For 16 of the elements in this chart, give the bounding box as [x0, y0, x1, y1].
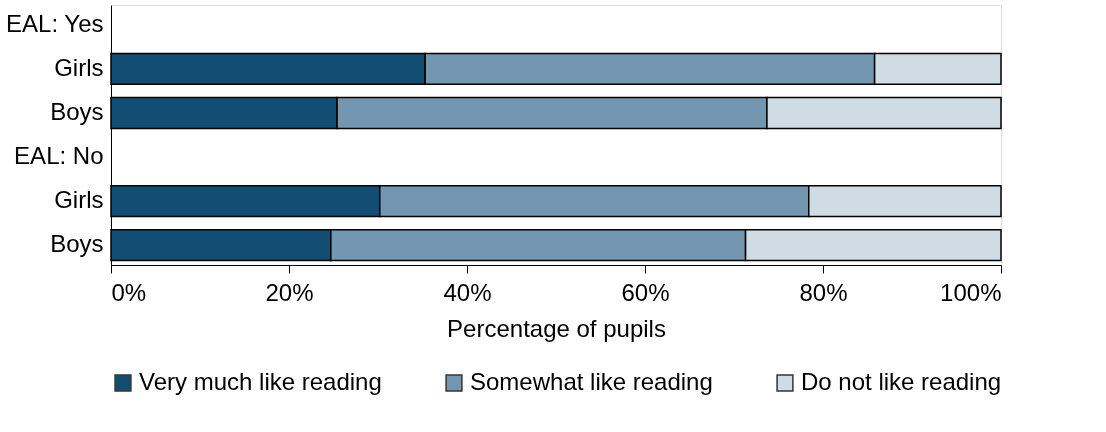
y-tick-label: EAL: Yes [6, 9, 104, 37]
y-tick-label: EAL: No [14, 142, 104, 170]
x-tick-label: 20% [265, 278, 314, 306]
y-tick-label: Girls [54, 186, 104, 214]
legend-label: Very much like reading [139, 368, 382, 395]
x-tick-label: 80% [799, 278, 848, 306]
x-tick-label: 0% [111, 278, 147, 306]
y-tick-label: Girls [54, 53, 104, 81]
x-tick-label: 100% [940, 278, 1002, 306]
x-axis-title: Percentage of pupils [447, 314, 666, 342]
x-tick-label: 40% [443, 278, 492, 306]
legend-label: Do not like reading [801, 368, 1002, 395]
y-tick-label: Boys [50, 97, 104, 125]
legend-label: Somewhat like reading [470, 368, 713, 395]
x-tick-label: 60% [621, 278, 670, 306]
y-tick-label: Boys [50, 230, 104, 258]
